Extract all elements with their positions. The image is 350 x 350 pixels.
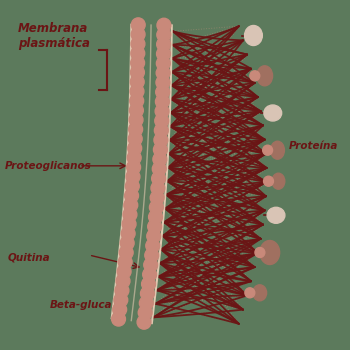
Circle shape <box>131 47 145 61</box>
Circle shape <box>147 229 161 243</box>
Circle shape <box>263 145 273 155</box>
Circle shape <box>148 219 162 233</box>
Circle shape <box>113 302 127 316</box>
Circle shape <box>151 181 165 195</box>
Circle shape <box>157 37 170 51</box>
Circle shape <box>138 306 152 320</box>
Circle shape <box>157 18 171 32</box>
Circle shape <box>115 284 129 298</box>
Circle shape <box>145 248 159 262</box>
Circle shape <box>154 133 168 147</box>
Circle shape <box>120 236 134 250</box>
Circle shape <box>156 76 170 90</box>
Circle shape <box>150 191 164 205</box>
Circle shape <box>264 176 273 186</box>
Circle shape <box>155 114 169 128</box>
Circle shape <box>140 287 154 301</box>
Circle shape <box>149 210 162 224</box>
Circle shape <box>156 66 170 80</box>
Circle shape <box>156 56 170 70</box>
Circle shape <box>130 94 144 108</box>
Circle shape <box>255 247 265 258</box>
Text: Quitina: Quitina <box>8 253 50 263</box>
Circle shape <box>124 198 138 212</box>
Circle shape <box>131 27 145 41</box>
Circle shape <box>128 141 142 155</box>
Circle shape <box>157 28 171 42</box>
Ellipse shape <box>272 173 285 189</box>
Text: Proteína: Proteína <box>288 141 338 151</box>
Circle shape <box>128 132 142 146</box>
Circle shape <box>118 255 132 269</box>
Ellipse shape <box>260 240 280 265</box>
Circle shape <box>154 124 168 138</box>
Circle shape <box>122 217 136 231</box>
Circle shape <box>116 274 130 288</box>
Ellipse shape <box>245 26 262 46</box>
Circle shape <box>127 151 141 165</box>
Circle shape <box>126 170 140 184</box>
Circle shape <box>152 162 166 176</box>
Circle shape <box>137 315 151 329</box>
Ellipse shape <box>253 285 267 301</box>
Text: Beta-glucano: Beta-glucano <box>49 300 126 310</box>
Circle shape <box>131 65 144 79</box>
Circle shape <box>139 296 153 310</box>
Circle shape <box>143 267 156 281</box>
Circle shape <box>125 189 139 203</box>
Circle shape <box>149 200 163 214</box>
Circle shape <box>152 172 166 186</box>
Circle shape <box>121 226 135 240</box>
Circle shape <box>127 160 141 174</box>
Text: Proteoglicanos: Proteoglicanos <box>5 161 92 171</box>
Circle shape <box>144 258 158 272</box>
Circle shape <box>131 18 145 32</box>
Text: Membrana
plasmática: Membrana plasmática <box>18 22 90 50</box>
Circle shape <box>250 71 260 81</box>
Circle shape <box>119 246 133 260</box>
Ellipse shape <box>264 105 282 121</box>
Circle shape <box>131 56 145 70</box>
Circle shape <box>130 84 144 98</box>
Circle shape <box>125 179 139 193</box>
Ellipse shape <box>267 207 285 223</box>
Circle shape <box>129 122 142 136</box>
Circle shape <box>130 103 143 117</box>
Circle shape <box>129 113 143 127</box>
Circle shape <box>142 277 155 291</box>
Ellipse shape <box>271 141 285 159</box>
Circle shape <box>156 47 170 61</box>
Circle shape <box>153 152 167 166</box>
Circle shape <box>114 293 128 307</box>
Circle shape <box>153 143 167 157</box>
Circle shape <box>131 37 145 51</box>
Circle shape <box>112 312 125 326</box>
Ellipse shape <box>257 66 273 86</box>
Circle shape <box>117 265 131 279</box>
Circle shape <box>123 208 137 222</box>
Circle shape <box>155 95 169 109</box>
Circle shape <box>156 85 169 99</box>
Circle shape <box>146 239 160 253</box>
Circle shape <box>155 104 169 118</box>
Circle shape <box>245 288 255 298</box>
Circle shape <box>130 75 144 89</box>
